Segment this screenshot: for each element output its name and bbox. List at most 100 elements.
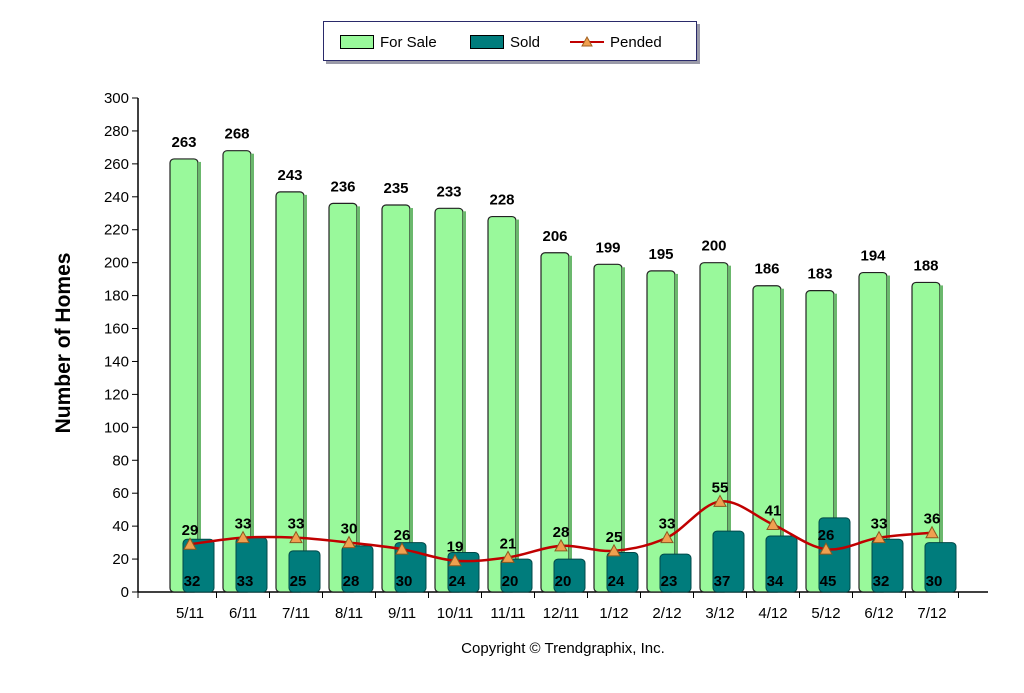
sold-bar: [871, 538, 904, 593]
for-sale-bar-shade: [781, 288, 784, 592]
y-tick-label: 260: [104, 156, 129, 173]
pended-marker: [554, 538, 568, 552]
pended-value-label: 29: [182, 522, 199, 539]
x-tick-label: 10/11: [437, 605, 473, 622]
sold-value-label: 30: [396, 573, 413, 590]
x-tick-label: 2/12: [652, 605, 681, 622]
legend: For Sale Sold Pended: [323, 21, 697, 61]
y-tick-label: 240: [104, 189, 129, 206]
pended-marker: [607, 543, 621, 557]
pended-value-label: 36: [924, 511, 941, 528]
for-sale-value-label: 200: [701, 238, 726, 255]
sold-bar: [606, 551, 639, 593]
y-tick-label: 220: [104, 222, 129, 239]
pended-marker: [766, 517, 780, 530]
for-sale-value-label: 199: [595, 239, 620, 256]
pended-value-label: 33: [235, 516, 252, 533]
pended-value-label: 21: [500, 535, 517, 552]
for-sale-bar-shade: [304, 194, 307, 593]
for-sale-value-label: 228: [489, 192, 514, 209]
sold-bar: [341, 545, 374, 593]
for-sale-value-label: 188: [913, 257, 938, 274]
pended-marker: [713, 494, 727, 507]
legend-swatch-for-sale: [340, 35, 374, 49]
pended-marker: [183, 537, 197, 550]
legend-item-pended: Pended: [570, 32, 662, 52]
legend-item-for-sale: For Sale: [340, 32, 437, 52]
for-sale-value-label: 236: [330, 178, 355, 195]
for-sale-value-label: 194: [860, 248, 886, 265]
pended-value-label: 28: [553, 524, 570, 541]
sold-bar: [765, 535, 798, 593]
x-tick-label: 7/12: [917, 605, 946, 622]
x-tick-label: 1/12: [599, 605, 628, 622]
pended-marker: [660, 530, 674, 544]
for-sale-bar-shade: [357, 206, 360, 593]
y-tick-label: 80: [112, 452, 129, 469]
pended-marker: [448, 553, 462, 567]
y-tick-label: 100: [104, 419, 129, 436]
pended-value-label: 26: [394, 527, 411, 544]
sold-value-label: 28: [343, 573, 360, 590]
pended-value-label: 33: [871, 516, 888, 533]
pended-value-label: 55: [712, 479, 729, 496]
x-tick-label: 4/12: [758, 605, 787, 622]
pended-marker: [925, 525, 939, 539]
y-tick-label: 0: [121, 584, 129, 601]
x-tick-label: 8/11: [335, 605, 363, 622]
sold-value-label: 34: [767, 573, 784, 590]
for-sale-bar-shade: [728, 265, 731, 592]
y-tick-label: 300: [104, 90, 129, 107]
x-tick-label: 12/11: [543, 605, 579, 622]
pended-marker: [342, 535, 356, 549]
y-tick-label: 20: [112, 551, 129, 568]
for-sale-bar: [434, 207, 464, 593]
legend-item-sold: Sold: [470, 32, 540, 52]
for-sale-value-label: 268: [224, 126, 249, 143]
for-sale-bar-shade: [569, 255, 572, 592]
legend-line-pended-icon: [570, 35, 604, 47]
for-sale-value-label: 183: [807, 266, 832, 283]
y-tick-label: 180: [104, 288, 129, 305]
pended-marker: [819, 542, 833, 555]
y-tick-label: 200: [104, 255, 129, 272]
sold-value-label: 20: [502, 573, 519, 590]
pended-value-label: 26: [818, 527, 835, 544]
pended-marker: [289, 530, 303, 544]
x-tick-label: 6/11: [229, 605, 257, 622]
sold-value-label: 37: [714, 573, 731, 590]
for-sale-value-label: 186: [754, 261, 779, 278]
for-sale-value-label: 263: [171, 134, 196, 151]
x-tick-label: 3/12: [705, 605, 734, 622]
pended-value-label: 30: [341, 521, 358, 538]
x-tick-label: 5/11: [176, 605, 204, 622]
pended-marker: [236, 530, 250, 544]
sold-value-label: 25: [290, 573, 307, 590]
for-sale-bar-shade: [622, 267, 625, 592]
pended-marker: [395, 542, 409, 555]
sold-value-label: 32: [873, 573, 890, 590]
for-sale-bar-shade: [410, 208, 413, 593]
legend-label-pended: Pended: [610, 33, 662, 51]
sold-bar: [288, 550, 321, 593]
sold-value-label: 23: [661, 573, 678, 590]
x-tick-label: 7/11: [282, 605, 310, 622]
x-tick-label: 9/11: [388, 605, 416, 622]
for-sale-bar: [540, 252, 570, 593]
for-sale-value-label: 206: [542, 228, 567, 245]
x-tick-label: 5/12: [811, 605, 840, 622]
copyright-text: Copyright © Trendgraphix, Inc.: [461, 640, 665, 657]
sold-bar: [500, 558, 533, 593]
y-tick-label: 280: [104, 123, 129, 140]
sold-value-label: 45: [820, 573, 837, 590]
pended-value-label: 19: [447, 539, 464, 556]
for-sale-bar-shade: [834, 293, 837, 592]
sold-value-label: 20: [555, 573, 572, 590]
pended-value-label: 33: [288, 516, 305, 533]
x-tick-label: 6/12: [864, 605, 893, 622]
legend-label-for-sale: For Sale: [380, 33, 437, 51]
y-tick-label: 60: [112, 485, 129, 502]
for-sale-value-label: 235: [383, 180, 408, 197]
